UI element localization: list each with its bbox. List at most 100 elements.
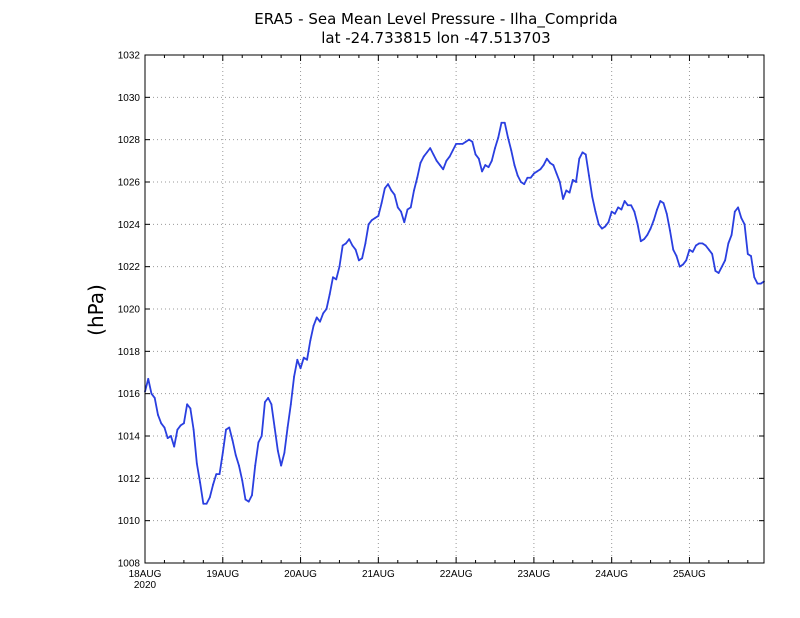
data-point	[711, 253, 714, 255]
data-point	[276, 449, 279, 452]
data-point	[409, 206, 412, 209]
data-point	[429, 147, 432, 150]
data-point	[497, 136, 500, 139]
data-point	[461, 143, 464, 145]
data-point	[189, 407, 192, 410]
data-point	[364, 242, 367, 245]
data-point	[750, 255, 752, 257]
data-point	[610, 210, 613, 213]
data-point	[740, 217, 743, 219]
data-point	[575, 181, 577, 183]
data-point	[267, 397, 270, 399]
data-point	[591, 195, 594, 198]
data-point	[358, 259, 360, 262]
data-point	[562, 198, 564, 200]
data-point	[244, 498, 247, 501]
data-point	[367, 223, 370, 226]
data-point	[594, 210, 597, 213]
data-point	[607, 221, 610, 224]
data-point	[173, 445, 176, 448]
data-point	[571, 178, 574, 181]
data-point	[345, 242, 347, 245]
data-point	[708, 248, 710, 251]
data-point	[205, 502, 208, 505]
grid-lines	[145, 55, 764, 563]
data-point	[549, 162, 551, 164]
data-point	[451, 149, 454, 152]
data-point	[588, 174, 590, 177]
data-point	[669, 229, 671, 232]
data-point	[296, 358, 299, 361]
data-point	[208, 496, 211, 499]
data-point	[221, 452, 224, 454]
data-point	[192, 428, 195, 431]
data-point	[341, 244, 344, 247]
x-tick-label: 19AUG	[206, 569, 239, 580]
data-point	[503, 121, 506, 124]
x-tick-sublabel: 2020	[134, 580, 157, 591]
data-point	[656, 208, 658, 211]
data-point	[202, 502, 205, 505]
data-point	[555, 172, 558, 175]
data-point	[228, 426, 231, 429]
data-point	[636, 223, 639, 226]
data-point	[448, 155, 451, 158]
data-point	[704, 244, 707, 247]
data-point	[513, 164, 516, 166]
data-point	[195, 462, 198, 465]
data-point	[302, 356, 305, 359]
data-point	[170, 435, 172, 437]
data-point	[672, 248, 675, 251]
data-point	[309, 339, 312, 342]
data-point	[332, 276, 334, 279]
data-point	[539, 168, 542, 171]
data-point	[416, 176, 419, 179]
data-point	[354, 248, 357, 251]
data-point	[182, 422, 185, 425]
data-point	[652, 219, 655, 222]
x-tick-label: 22AUG	[440, 569, 473, 580]
data-point	[322, 312, 325, 315]
y-tick-label: 1032	[118, 51, 141, 62]
data-point	[442, 168, 445, 171]
y-tick-label: 1022	[118, 262, 141, 273]
y-tick-label: 1024	[118, 220, 141, 231]
x-tick-label: 25AUG	[673, 569, 706, 580]
data-point	[730, 234, 733, 236]
data-point	[481, 170, 483, 173]
data-point	[312, 325, 315, 327]
data-point	[620, 208, 623, 211]
y-tick-label: 1020	[118, 305, 141, 316]
data-point	[306, 358, 308, 361]
data-point	[500, 121, 503, 124]
data-point	[458, 143, 461, 145]
data-point	[529, 176, 532, 179]
data-point	[361, 257, 364, 260]
data-point	[289, 403, 292, 406]
data-point	[179, 424, 182, 427]
data-point	[545, 157, 548, 160]
data-point	[685, 259, 688, 262]
data-point	[623, 200, 626, 202]
data-point	[510, 149, 513, 152]
data-point	[390, 189, 393, 192]
data-point	[299, 367, 302, 370]
data-point	[688, 248, 691, 251]
data-point	[186, 403, 189, 406]
data-point	[507, 136, 509, 139]
data-point	[714, 270, 717, 272]
data-point	[665, 212, 668, 215]
data-point	[377, 214, 380, 217]
data-point	[552, 164, 555, 166]
data-point	[698, 242, 701, 245]
data-point	[724, 259, 727, 262]
data-point	[536, 170, 539, 173]
chart-subtitle: lat -24.733815 lon -47.513703	[321, 29, 550, 47]
series-line	[144, 121, 765, 505]
data-point	[403, 221, 406, 224]
data-point	[743, 223, 746, 226]
data-point	[160, 422, 163, 425]
data-point	[633, 210, 636, 213]
data-point	[455, 143, 458, 145]
data-point	[604, 225, 607, 228]
